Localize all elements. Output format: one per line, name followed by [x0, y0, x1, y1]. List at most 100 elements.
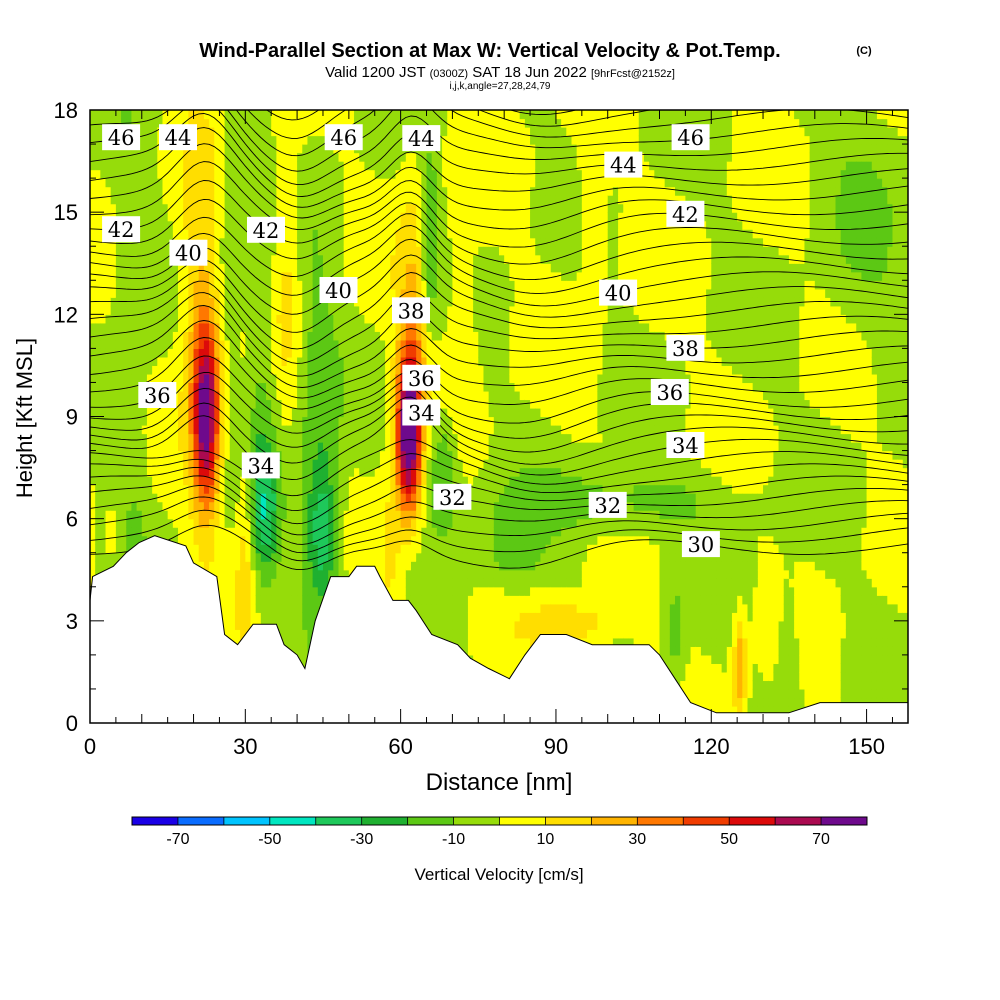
velocity-cell — [193, 220, 200, 230]
velocity-cell — [338, 569, 345, 579]
velocity-cell — [328, 220, 334, 230]
velocity-cell — [240, 348, 246, 358]
velocity-cell — [209, 203, 215, 213]
velocity-cell — [426, 186, 433, 196]
velocity-cell — [198, 501, 205, 511]
velocity-cell — [100, 450, 107, 460]
velocity-cell — [178, 373, 184, 384]
velocity-cell — [312, 493, 319, 503]
velocity-cell — [110, 186, 117, 196]
velocity-cell — [219, 169, 226, 179]
velocity-cell — [131, 382, 138, 392]
velocity-cell — [307, 229, 314, 239]
velocity-cell — [369, 382, 376, 392]
velocity-cell — [328, 493, 334, 503]
velocity-cell — [379, 416, 386, 426]
velocity-cell — [359, 399, 365, 409]
velocity-cell — [338, 510, 345, 520]
velocity-cell — [307, 195, 314, 205]
velocity-cell — [322, 578, 329, 588]
velocity-cell — [234, 220, 241, 230]
velocity-cell — [188, 484, 195, 494]
velocity-cell — [374, 535, 381, 545]
velocity-cell — [390, 586, 397, 596]
velocity-cell — [281, 544, 288, 554]
velocity-cell — [245, 331, 252, 341]
velocity-cell — [431, 331, 438, 341]
velocity-cell — [203, 365, 210, 375]
velocity-cell — [271, 561, 277, 571]
velocity-cell — [266, 518, 272, 528]
velocity-cell — [183, 484, 189, 494]
velocity-cell — [374, 288, 381, 298]
velocity-cell — [442, 425, 448, 435]
velocity-cell — [390, 527, 397, 537]
velocity-cell — [260, 178, 267, 188]
velocity-cell — [178, 467, 184, 477]
velocity-cell — [421, 348, 428, 358]
velocity-cell — [297, 152, 303, 162]
velocity-cell — [307, 612, 314, 622]
velocity-cell — [369, 518, 376, 528]
velocity-cell — [364, 263, 371, 273]
velocity-cell — [214, 314, 221, 324]
velocity-cell — [203, 331, 210, 341]
velocity-cell — [229, 527, 236, 537]
velocity-cell — [405, 390, 412, 401]
velocity-cell — [421, 220, 428, 230]
velocity-cell — [224, 390, 231, 401]
velocity-cell — [224, 271, 231, 281]
velocity-cell — [312, 271, 319, 281]
velocity-cell — [167, 356, 174, 367]
velocity-cell — [291, 433, 298, 443]
velocity-cell — [203, 220, 210, 230]
velocity-cell — [141, 476, 148, 486]
velocity-cell — [266, 476, 272, 486]
velocity-cell — [90, 254, 96, 264]
velocity-cell — [405, 161, 412, 171]
velocity-cell — [421, 459, 428, 469]
velocity-cell — [312, 518, 319, 528]
velocity-cell — [255, 152, 262, 162]
velocity-cell — [276, 603, 283, 613]
velocity-cell — [95, 339, 101, 349]
velocity-cell — [188, 459, 195, 469]
velocity-cell — [354, 442, 360, 452]
velocity-cell — [255, 127, 262, 137]
velocity-cell — [198, 561, 205, 571]
velocity-cell — [302, 314, 309, 324]
velocity-cell — [431, 390, 438, 401]
velocity-cell — [172, 110, 179, 120]
velocity-cell — [183, 331, 189, 341]
velocity-cell — [90, 237, 96, 247]
velocity-cell — [436, 212, 443, 222]
velocity-cell — [348, 467, 355, 477]
velocity-cell — [400, 118, 407, 128]
velocity-cell — [436, 263, 443, 273]
velocity-cell — [359, 467, 365, 477]
velocity-cell — [95, 203, 101, 213]
velocity-cell — [234, 501, 241, 511]
velocity-cell — [178, 484, 184, 494]
velocity-cell — [317, 476, 324, 486]
velocity-cell — [291, 237, 298, 247]
velocity-cell — [183, 501, 189, 511]
velocity-cell — [90, 544, 96, 554]
velocity-cell — [322, 467, 329, 477]
velocity-cell — [131, 169, 138, 179]
velocity-cell — [302, 518, 309, 528]
velocity-cell — [219, 161, 226, 171]
velocity-cell — [188, 288, 195, 298]
velocity-cell — [255, 246, 262, 256]
velocity-cell — [271, 365, 277, 375]
velocity-cell — [250, 356, 257, 367]
velocity-cell — [379, 544, 386, 554]
velocity-cell — [141, 118, 148, 128]
velocity-cell — [157, 161, 164, 171]
velocity-cell — [322, 110, 329, 120]
velocity-cell — [240, 425, 246, 435]
velocity-cell — [400, 195, 407, 205]
velocity-cell — [234, 578, 241, 588]
velocity-cell — [198, 135, 205, 145]
velocity-cell — [395, 373, 402, 384]
